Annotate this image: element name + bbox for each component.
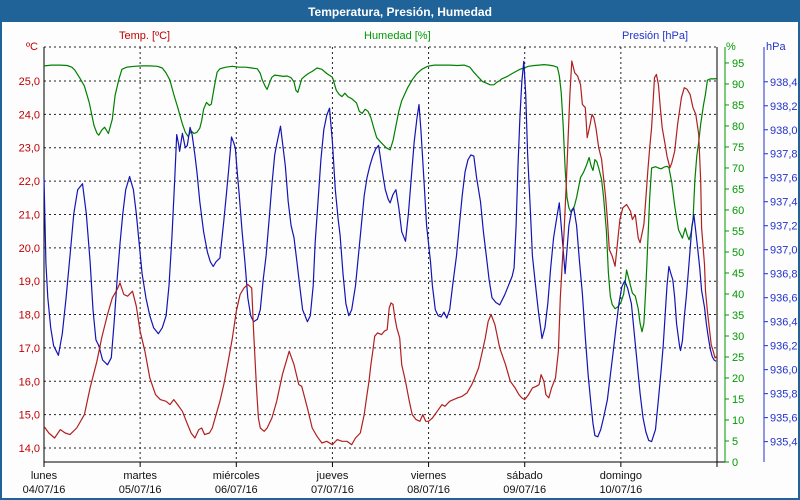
legend-humidity-label: Humedad [%] (364, 30, 431, 42)
day-labels: lunes 04/07/16 martes 05/07/16 miércoles 06/0… (23, 470, 643, 496)
temperature-axis-tick-labels: 25,0 24,0 23,0 22,0 21,0 20,0 19,0 18,0 17,0 16,0… (19, 76, 40, 455)
svg-text:936,00: 936,00 (770, 365, 800, 377)
svg-text:938,20: 938,20 (770, 101, 800, 113)
svg-text:937,20: 937,20 (770, 221, 800, 233)
humidity-axis-unit-label: % (726, 41, 736, 53)
svg-text:50: 50 (732, 247, 744, 259)
svg-text:937,80: 937,80 (770, 149, 800, 161)
svg-text:14,0: 14,0 (19, 443, 40, 455)
day-date-label: 10/07/16 (599, 484, 642, 496)
day-date-label: 08/07/16 (407, 484, 450, 496)
svg-text:20: 20 (732, 373, 744, 385)
svg-text:936,60: 936,60 (770, 293, 800, 305)
svg-text:90: 90 (732, 79, 744, 91)
temperature-series-line (43, 60, 718, 446)
pressure-axis: 938,40 938,20 938,00 937,80 937,60 937,40 937,… (763, 47, 800, 462)
svg-text:18,0: 18,0 (19, 310, 40, 322)
svg-text:85: 85 (732, 100, 744, 112)
svg-text:80: 80 (732, 121, 744, 133)
day-date-label: 07/07/16 (311, 484, 354, 496)
day-date-label: 09/07/16 (503, 484, 546, 496)
svg-text:70: 70 (732, 163, 744, 175)
svg-text:55: 55 (732, 226, 744, 238)
svg-text:95: 95 (732, 58, 744, 70)
day-name-label: miércoles (213, 470, 261, 482)
svg-text:935,80: 935,80 (770, 389, 800, 401)
svg-text:60: 60 (732, 205, 744, 217)
svg-text:935,40: 935,40 (770, 437, 800, 449)
svg-text:75: 75 (732, 142, 744, 154)
pressure-series-line (43, 60, 717, 443)
svg-text:65: 65 (732, 184, 744, 196)
svg-text:937,60: 937,60 (770, 173, 800, 185)
legend-pressure-label: Presión [hPa] (622, 30, 689, 42)
svg-text:5: 5 (732, 436, 738, 448)
plot-borders (43, 47, 725, 467)
svg-text:937,00: 937,00 (770, 245, 800, 257)
svg-text:25,0: 25,0 (19, 76, 40, 88)
svg-text:0: 0 (732, 457, 738, 469)
day-date-label: 04/07/16 (23, 484, 66, 496)
svg-text:938,40: 938,40 (770, 77, 800, 89)
day-date-label: 05/07/16 (119, 484, 162, 496)
window-title: Temperatura, Presión, Humedad (2, 2, 798, 22)
day-date-label: 06/07/16 (215, 484, 258, 496)
svg-text:23,0: 23,0 (19, 143, 40, 155)
svg-text:15: 15 (732, 394, 744, 406)
svg-text:35: 35 (732, 310, 744, 322)
svg-text:15,0: 15,0 (19, 410, 40, 422)
pressure-axis-unit-label: hPa (766, 41, 786, 53)
svg-text:936,40: 936,40 (770, 317, 800, 329)
svg-text:938,00: 938,00 (770, 125, 800, 137)
svg-text:937,40: 937,40 (770, 197, 800, 209)
legend-temperature-label: Temp. [ºC] (119, 30, 171, 42)
svg-text:24,0: 24,0 (19, 109, 40, 121)
svg-text:45: 45 (732, 268, 744, 280)
day-name-label: martes (123, 470, 157, 482)
svg-text:19,0: 19,0 (19, 276, 40, 288)
day-name-label: sábado (507, 470, 543, 482)
svg-text:40: 40 (732, 289, 744, 301)
svg-text:25: 25 (732, 352, 744, 364)
svg-text:935,60: 935,60 (770, 413, 800, 425)
svg-text:22,0: 22,0 (19, 176, 40, 188)
svg-text:10: 10 (732, 415, 744, 427)
svg-text:21,0: 21,0 (19, 209, 40, 221)
day-name-label: domingo (600, 470, 642, 482)
svg-text:936,80: 936,80 (770, 269, 800, 281)
day-name-label: jueves (316, 470, 349, 482)
temperature-axis-unit-label: ºC (26, 41, 38, 53)
svg-text:16,0: 16,0 (19, 376, 40, 388)
svg-text:17,0: 17,0 (19, 343, 40, 355)
day-name-label: viernes (411, 470, 447, 482)
day-name-label: lunes (31, 470, 58, 482)
svg-text:30: 30 (732, 331, 744, 343)
svg-text:936,20: 936,20 (770, 341, 800, 353)
svg-text:20,0: 20,0 (19, 243, 40, 255)
